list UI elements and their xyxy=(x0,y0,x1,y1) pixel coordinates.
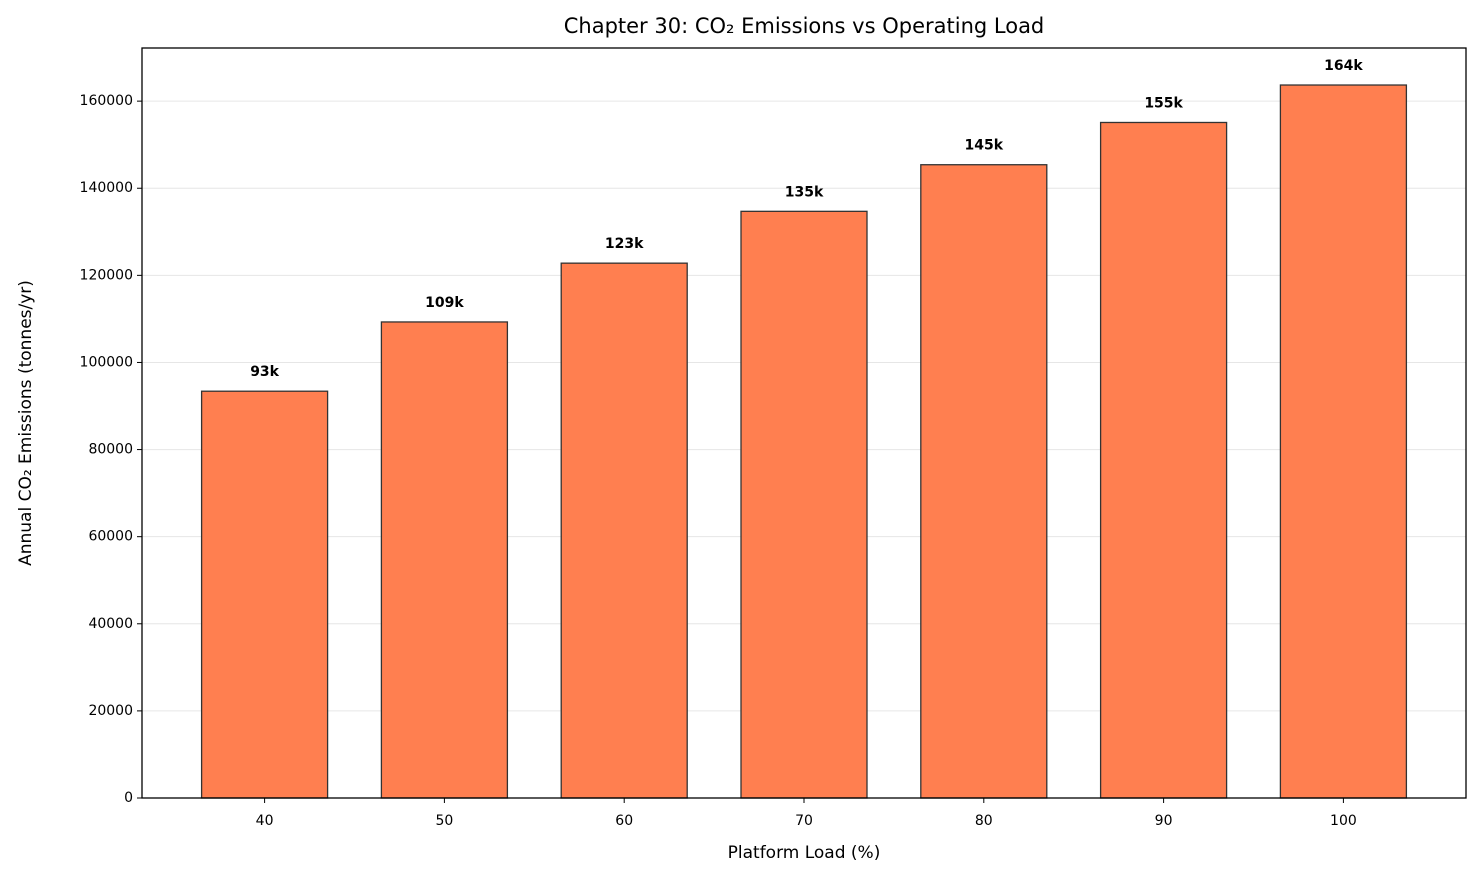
bar xyxy=(560,262,688,799)
y-tick-label: 100000 xyxy=(80,354,133,370)
bar xyxy=(740,210,868,799)
x-tick-label: 80 xyxy=(975,813,993,829)
value-label: 123k xyxy=(605,236,644,252)
x-tick-label: 70 xyxy=(795,813,813,829)
y-tick-label: 140000 xyxy=(80,180,133,196)
x-tick-label: 100 xyxy=(1330,813,1357,829)
bar xyxy=(380,321,509,799)
x-axis-label: Platform Load (%) xyxy=(728,843,881,863)
bar xyxy=(1099,121,1228,799)
y-tick-label: 0 xyxy=(124,790,133,806)
plot-frame xyxy=(141,47,1467,799)
value-label: 145k xyxy=(965,138,1004,154)
chart-title: Chapter 30: CO₂ Emissions vs Operating L… xyxy=(564,14,1045,38)
x-tick-label: 60 xyxy=(615,813,633,829)
value-label: 135k xyxy=(785,184,824,200)
y-axis-label: Annual CO₂ Emissions (tonnes/yr) xyxy=(16,280,36,566)
bar xyxy=(200,390,329,799)
bar xyxy=(1279,84,1408,799)
value-label: 155k xyxy=(1144,95,1183,111)
value-label: 164k xyxy=(1324,58,1363,74)
y-tick-label: 60000 xyxy=(88,529,133,545)
x-tick-label: 40 xyxy=(256,813,274,829)
x-tick-label: 50 xyxy=(435,813,453,829)
y-tick-label: 80000 xyxy=(88,442,133,458)
x-tick-label: 90 xyxy=(1155,813,1173,829)
value-label: 93k xyxy=(250,364,279,380)
value-label: 109k xyxy=(425,295,464,311)
y-tick-label: 120000 xyxy=(80,267,133,283)
bar xyxy=(920,164,1048,799)
y-tick-label: 20000 xyxy=(88,703,133,719)
y-tick-label: 40000 xyxy=(88,616,133,632)
y-tick-label: 160000 xyxy=(80,93,133,109)
